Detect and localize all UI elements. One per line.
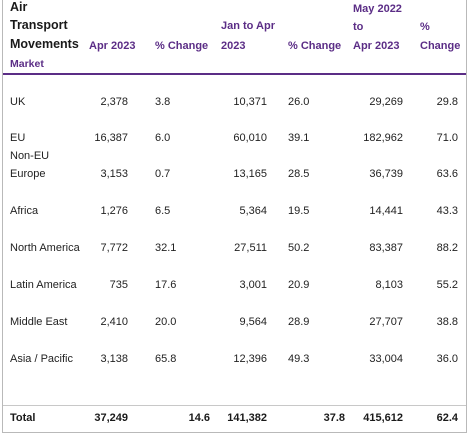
row-pct3-value: 38.8 xyxy=(436,316,458,328)
row-apr-value: 16,387 xyxy=(94,132,128,144)
row-may-value: 182,962 xyxy=(363,132,403,144)
row-pct1-value: 6.5 xyxy=(155,205,171,217)
row-may-value: 29,269 xyxy=(369,96,403,108)
row-pct1-value: 32.1 xyxy=(155,242,177,254)
header-may-line-1: May 2022 xyxy=(353,3,402,15)
row-apr-value: 2,410 xyxy=(100,316,128,328)
title-line-3: Movements xyxy=(10,37,79,51)
row-pct1-value: 3.8 xyxy=(155,96,171,108)
row-may-value: 33,004 xyxy=(369,353,403,365)
total-pct3: 62.4 xyxy=(436,412,458,424)
row-pct2-value: 20.9 xyxy=(288,279,310,291)
header-pct-change-3-line-1: % xyxy=(420,21,430,33)
row-market-label: Middle East xyxy=(10,316,68,328)
total-apr: 37,249 xyxy=(94,412,128,424)
row-may-value: 83,387 xyxy=(369,242,403,254)
total-pct1: 14.6 xyxy=(188,412,210,424)
header-jan-apr-line-2: 2023 xyxy=(221,40,246,52)
header-may-line-2: to xyxy=(353,21,364,33)
row-market-label: EU xyxy=(10,132,26,144)
row-pct3-value: 63.6 xyxy=(436,168,458,180)
row-pct1-value: 20.0 xyxy=(155,316,177,328)
row-pct2-value: 39.1 xyxy=(288,132,310,144)
market-subheader: Market xyxy=(10,58,44,70)
row-market-label: UK xyxy=(10,96,26,108)
total-may: 415,612 xyxy=(363,412,403,424)
row-pct3-value: 43.3 xyxy=(436,205,458,217)
row-janapr-value: 10,371 xyxy=(233,96,267,108)
row-market-label: North America xyxy=(10,242,80,254)
total-janapr: 141,382 xyxy=(227,412,267,424)
row-apr-value: 3,138 xyxy=(100,353,128,365)
row-may-value: 27,707 xyxy=(369,316,403,328)
total-rule xyxy=(3,405,466,406)
row-market-label: Latin America xyxy=(10,279,77,291)
row-janapr-value: 9,564 xyxy=(239,316,267,328)
row-pct3-value: 36.0 xyxy=(436,353,458,365)
row-may-value: 36,739 xyxy=(369,168,403,180)
row-pct3-value: 55.2 xyxy=(436,279,458,291)
header-apr-2023: Apr 2023 xyxy=(89,40,136,52)
row-may-value: 8,103 xyxy=(375,279,403,291)
row-apr-value: 735 xyxy=(109,279,128,291)
row-market-label: Asia / Pacific xyxy=(10,353,73,365)
header-pct-change-3-line-2: Change xyxy=(420,40,461,52)
row-janapr-value: 13,165 xyxy=(233,168,267,180)
row-pct3-value: 71.0 xyxy=(436,132,458,144)
row-apr-value: 2,378 xyxy=(100,96,128,108)
row-market-label: Africa xyxy=(10,205,39,217)
row-pct1-value: 6.0 xyxy=(155,132,171,144)
row-pct2-value: 28.5 xyxy=(288,168,310,180)
row-janapr-value: 5,364 xyxy=(239,205,267,217)
row-apr-value: 1,276 xyxy=(100,205,128,217)
row-pct2-value: 28.9 xyxy=(288,316,310,328)
row-pct3-value: 88.2 xyxy=(436,242,458,254)
header-pct-change-1: % Change xyxy=(155,40,209,52)
row-pct1-value: 0.7 xyxy=(155,168,171,180)
row-pct2-value: 19.5 xyxy=(288,205,310,217)
row-pct2-value: 26.0 xyxy=(288,96,310,108)
row-market-label: Non-EU xyxy=(10,150,50,162)
header-rule xyxy=(3,73,466,75)
header-may-line-3: Apr 2023 xyxy=(353,40,400,52)
header-pct-change-2: % Change xyxy=(288,40,342,52)
row-janapr-value: 3,001 xyxy=(239,279,267,291)
row-pct1-value: 17.6 xyxy=(155,279,177,291)
total-pct2: 37.8 xyxy=(323,412,345,424)
row-pct2-value: 49.3 xyxy=(288,353,310,365)
row-pct1-value: 65.8 xyxy=(155,353,177,365)
row-market-label: Europe xyxy=(10,168,46,180)
row-janapr-value: 27,511 xyxy=(234,242,267,254)
title-line-1: Air xyxy=(10,0,28,14)
title-line-2: Transport xyxy=(10,18,68,32)
row-janapr-value: 60,010 xyxy=(233,132,267,144)
header-jan-apr-line-1: Jan to Apr xyxy=(221,20,275,32)
total-label: Total xyxy=(10,412,36,424)
row-apr-value: 3,153 xyxy=(100,168,128,180)
row-may-value: 14,441 xyxy=(369,205,403,217)
row-apr-value: 7,772 xyxy=(100,242,128,254)
row-pct3-value: 29.8 xyxy=(436,96,458,108)
row-pct2-value: 50.2 xyxy=(288,242,310,254)
row-janapr-value: 12,396 xyxy=(233,353,267,365)
